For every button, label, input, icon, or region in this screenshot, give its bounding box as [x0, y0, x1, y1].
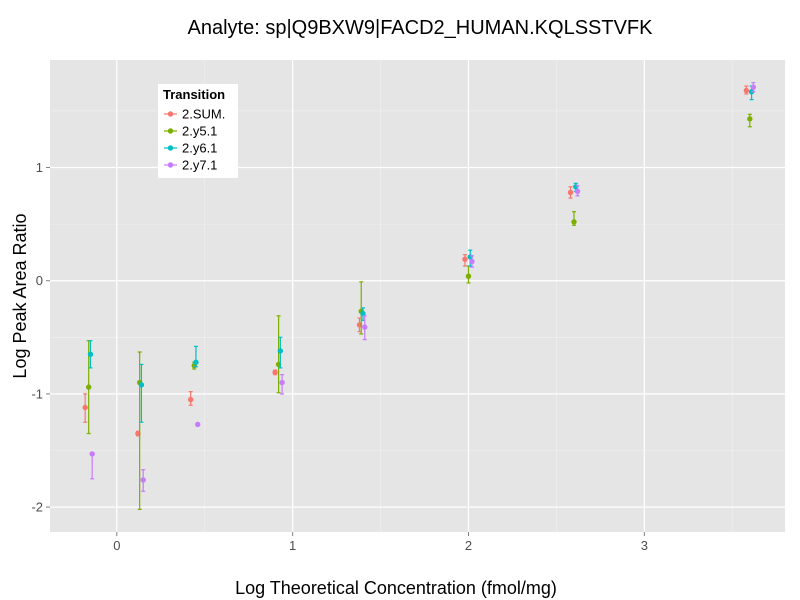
legend-label: 2.y7.1	[182, 158, 217, 173]
legend-item: 2.y5.1	[164, 124, 217, 139]
legend-title: Transition	[163, 87, 225, 102]
x-tick-label: 3	[641, 538, 648, 553]
data-point	[187, 396, 194, 403]
data-point	[571, 219, 577, 225]
y-axis-ticks: -2 -1 0 1	[31, 160, 50, 515]
data-point	[750, 84, 757, 90]
data-point	[140, 477, 146, 483]
y-axis-title: Log Peak Area Ratio	[10, 213, 30, 378]
x-axis-title: Log Theoretical Concentration (fmol/mg)	[235, 578, 557, 598]
legend-key-point	[167, 128, 174, 134]
data-point	[272, 369, 278, 376]
data-point	[360, 310, 366, 317]
y-tick-label: -1	[31, 386, 43, 401]
data-point	[82, 404, 88, 411]
data-point	[574, 188, 581, 194]
legend-item: 2.SUM.	[164, 107, 225, 122]
legend-item: 2.y6.1	[164, 141, 217, 156]
legend-key-point	[167, 145, 174, 151]
y-tick-label: 0	[36, 273, 43, 288]
legend-label: 2.y6.1	[182, 141, 217, 156]
data-point	[277, 348, 284, 354]
legend-key-point	[167, 162, 174, 168]
data-point	[469, 258, 475, 265]
x-axis-ticks: 0 1 2 3	[113, 532, 648, 553]
chart-title: Analyte: sp|Q9BXW9|FACD2_HUMAN.KQLSSTVFK	[188, 17, 654, 39]
series-2.SUM.	[82, 85, 750, 437]
data-point	[462, 256, 468, 262]
series-2.y7.1	[89, 82, 757, 492]
legend-key-point	[167, 111, 174, 117]
x-tick-label: 2	[465, 538, 472, 553]
x-tick-label: 1	[289, 538, 296, 553]
data-point	[743, 87, 750, 94]
legend-item: 2.y7.1	[164, 158, 217, 173]
data-point	[465, 273, 472, 279]
y-tick-label: -2	[31, 500, 43, 515]
x-tick-label: 0	[113, 538, 120, 553]
data-point	[279, 379, 285, 386]
data-point	[747, 116, 753, 122]
data-point	[89, 451, 95, 457]
data-point	[567, 189, 574, 196]
data-point	[85, 384, 92, 390]
legend-label: 2.SUM.	[182, 107, 225, 122]
data-marks	[82, 82, 757, 510]
data-point	[87, 351, 94, 357]
y-tick-label: 1	[36, 160, 43, 175]
legend-label: 2.y5.1	[182, 124, 217, 139]
data-point	[362, 324, 368, 330]
data-point	[195, 421, 201, 428]
data-point	[193, 359, 199, 365]
legend: Transition 2.SUM. 2.y5.1 2.y6.1 2.y7.1	[158, 84, 238, 178]
data-point	[138, 382, 145, 388]
